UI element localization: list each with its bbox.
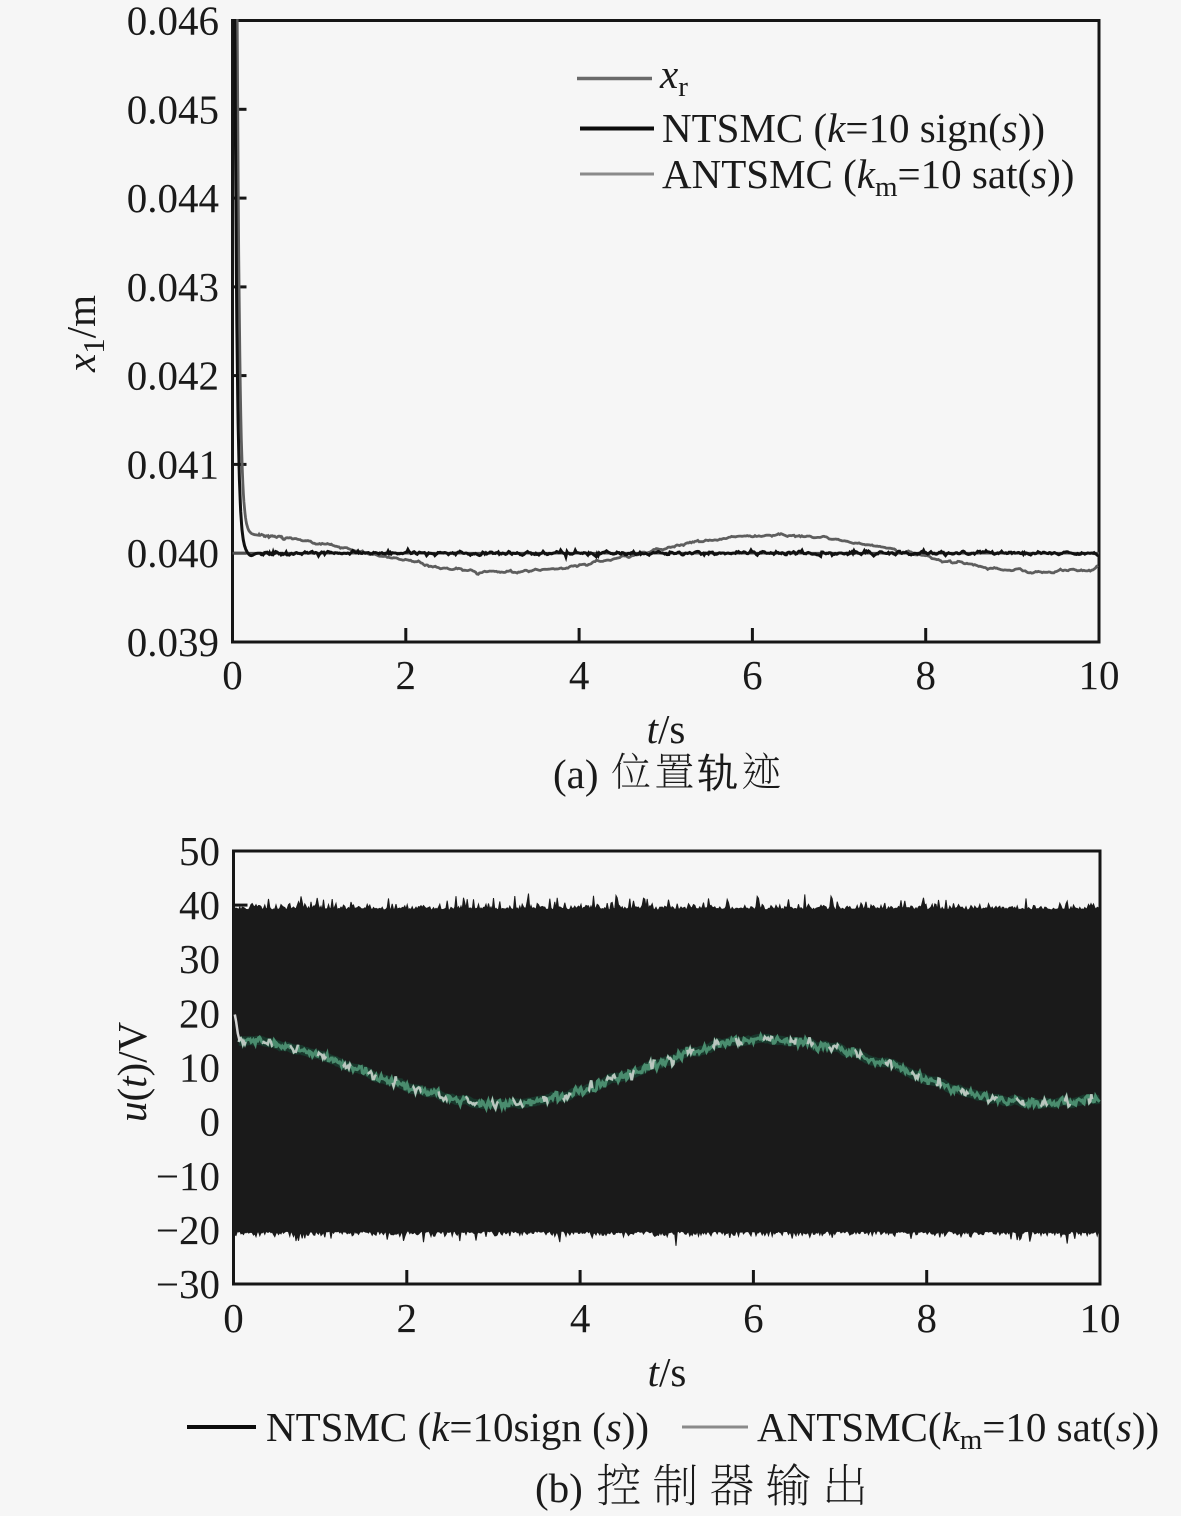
svg-text:10: 10 xyxy=(179,1045,220,1091)
svg-text:6: 6 xyxy=(742,652,763,698)
svg-text:8: 8 xyxy=(916,1295,937,1341)
svg-text:NTSMC (k=10sign (s)): NTSMC (k=10sign (s)) xyxy=(266,1404,649,1450)
svg-text:0.042: 0.042 xyxy=(127,353,219,399)
svg-text:20: 20 xyxy=(179,990,220,1036)
svg-text:0: 0 xyxy=(200,1099,221,1145)
svg-text:t/s: t/s xyxy=(648,1349,687,1395)
svg-text:0.046: 0.046 xyxy=(127,0,219,44)
svg-text:30: 30 xyxy=(179,936,220,982)
svg-text:−30: −30 xyxy=(156,1261,220,1307)
svg-text:x1/m: x1/m xyxy=(58,295,111,373)
svg-text:4: 4 xyxy=(570,1295,591,1341)
svg-text:10: 10 xyxy=(1079,652,1120,698)
svg-text:t/s: t/s xyxy=(647,706,686,752)
svg-text:0.040: 0.040 xyxy=(127,530,219,576)
svg-text:10: 10 xyxy=(1080,1295,1121,1341)
svg-text:0.039: 0.039 xyxy=(127,619,219,665)
svg-text:u(t)/V: u(t)/V xyxy=(109,1021,155,1122)
svg-text:8: 8 xyxy=(915,652,936,698)
svg-text:−10: −10 xyxy=(156,1153,220,1199)
svg-text:ANTSMC (km=10 sat(s)): ANTSMC (km=10 sat(s)) xyxy=(662,151,1074,203)
svg-text:2: 2 xyxy=(397,1295,418,1341)
svg-text:0.043: 0.043 xyxy=(127,264,219,310)
svg-text:−20: −20 xyxy=(156,1207,220,1253)
svg-text:50: 50 xyxy=(179,828,220,874)
svg-text:NTSMC (k=10 sign(s)): NTSMC (k=10 sign(s)) xyxy=(662,105,1045,151)
svg-text:0: 0 xyxy=(222,652,243,698)
svg-text:ANTSMC(km=10 sat(s)): ANTSMC(km=10 sat(s)) xyxy=(757,1404,1159,1456)
svg-text:0: 0 xyxy=(223,1295,244,1341)
svg-text:0.041: 0.041 xyxy=(127,441,219,487)
svg-text:6: 6 xyxy=(743,1295,764,1341)
svg-text:4: 4 xyxy=(569,652,590,698)
svg-text:(a): (a) xyxy=(553,751,599,797)
svg-text:xr: xr xyxy=(659,51,688,103)
svg-text:0.045: 0.045 xyxy=(127,86,219,132)
svg-text:2: 2 xyxy=(396,652,417,698)
svg-text:(b): (b) xyxy=(535,1465,583,1511)
svg-text:40: 40 xyxy=(179,882,220,928)
svg-text:0.044: 0.044 xyxy=(127,175,219,221)
